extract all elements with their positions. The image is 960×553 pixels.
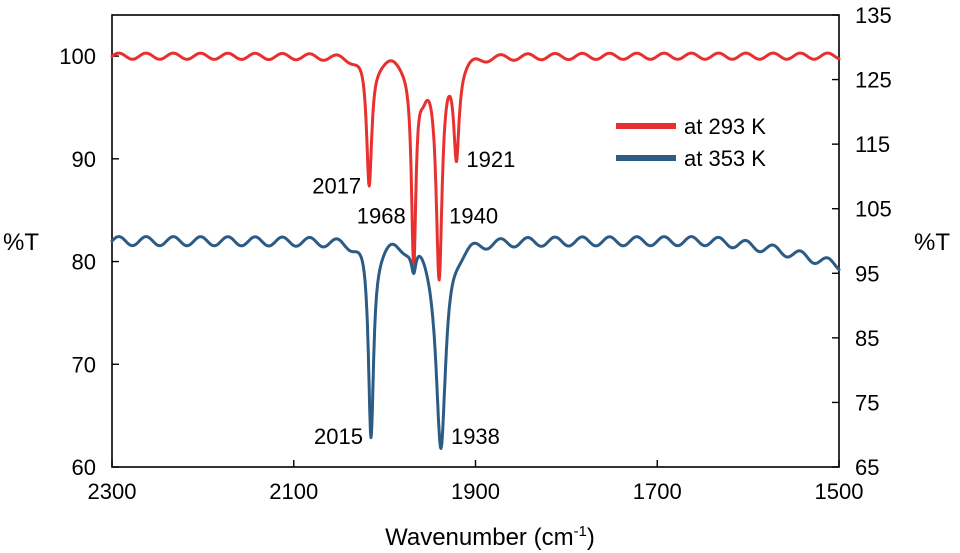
series-line-0 <box>110 51 841 282</box>
peak-label: 1968 <box>357 203 406 228</box>
x-axis: 2300 2100 1900 1700 1500 <box>88 460 864 504</box>
peak-label: 1940 <box>449 203 498 228</box>
x-tick-label: 1900 <box>451 479 500 504</box>
right-y-tick-label: 125 <box>855 68 892 93</box>
left-y-axis: 60 70 80 90 100 <box>59 44 119 480</box>
series-traces <box>110 51 841 450</box>
left-y-axis-title: %T <box>3 229 39 256</box>
right-y-tick-label: 65 <box>855 455 879 480</box>
peak-label: 2015 <box>314 424 363 449</box>
peak-label: 1938 <box>451 424 500 449</box>
x-tick-label: 2300 <box>88 479 137 504</box>
right-y-tick-label: 135 <box>855 3 892 28</box>
right-y-axis: 65 75 85 95 105 115 125 135 <box>832 3 892 480</box>
x-axis-title: Wavenumber (cm-1) <box>385 523 595 551</box>
right-y-tick-label: 105 <box>855 197 892 222</box>
right-y-axis-title: %T <box>914 229 950 256</box>
legend: at 293 K at 353 K <box>616 114 766 171</box>
left-y-tick-label: 100 <box>59 44 96 69</box>
plot-area: 2300 2100 1900 1700 1500 60 70 80 90 100 65 75 85 9… <box>59 3 891 504</box>
left-y-tick-label: 70 <box>72 352 96 377</box>
x-tick-label: 1500 <box>815 479 864 504</box>
right-y-tick-label: 75 <box>855 390 879 415</box>
right-y-tick-label: 95 <box>855 261 879 286</box>
x-tick-label: 2100 <box>269 479 318 504</box>
right-y-tick-label: 85 <box>855 326 879 351</box>
right-y-tick-label: 115 <box>855 132 890 157</box>
peak-label: 1921 <box>466 147 515 172</box>
peak-label: 2017 <box>312 174 361 199</box>
legend-label-293k: at 293 K <box>684 114 766 139</box>
x-tick-label: 1700 <box>633 479 682 504</box>
left-y-tick-label: 80 <box>72 250 96 275</box>
legend-label-353k: at 353 K <box>684 146 766 171</box>
series-line-1 <box>110 235 841 450</box>
left-y-tick-label: 90 <box>72 147 96 172</box>
left-y-tick-label: 60 <box>72 455 96 480</box>
peak-labels: 2017 1921 1968 1940 2015 1938 <box>312 147 515 449</box>
